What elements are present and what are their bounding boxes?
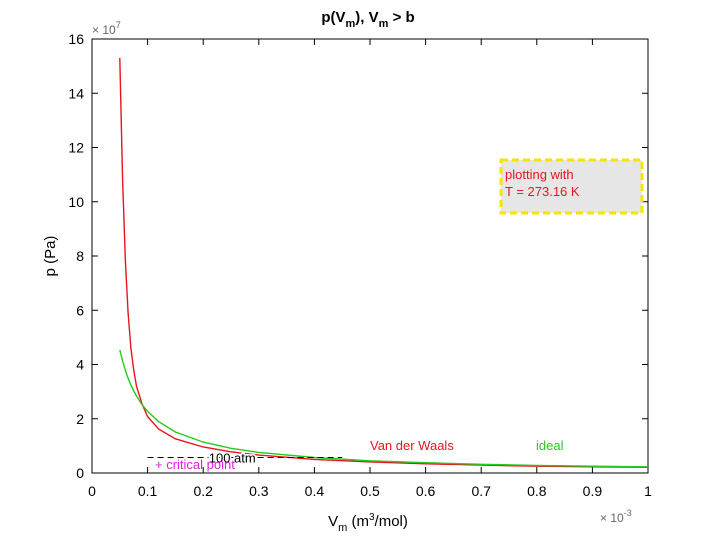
y-multiplier-base: × 10 <box>92 23 116 37</box>
xlabel-mid: (m <box>347 513 369 530</box>
y-tick-label: 6 <box>76 302 84 318</box>
title-sub1: m <box>346 18 356 30</box>
y-tick-label: 16 <box>68 31 84 47</box>
info-box-line-2: T = 273.16 K <box>505 184 580 199</box>
series-line-ideal <box>119 349 649 468</box>
series-line-van-der-waals <box>119 57 649 468</box>
x-multiplier-base: × 10 <box>600 511 624 525</box>
y-multiplier-exp: 7 <box>116 20 121 30</box>
x-tick-label: 0.2 <box>193 483 213 499</box>
x-tick-label: 0.5 <box>360 483 380 499</box>
x-multiplier: × 10-3 <box>600 508 632 525</box>
x-tick-label: 1 <box>644 483 652 499</box>
title-mid: ), V <box>355 9 378 26</box>
x-tick-label: 0.8 <box>527 483 547 499</box>
x-tick-label: 0.6 <box>416 483 436 499</box>
x-tick-label: 0.3 <box>249 483 269 499</box>
info-box-line-1: plotting with <box>505 167 574 182</box>
ideal-label: ideal <box>536 438 564 453</box>
x-tick-label: 0.4 <box>305 483 325 499</box>
y-tick-label: 14 <box>68 85 84 101</box>
xlabel-sub: m <box>338 522 347 534</box>
info-box <box>499 158 644 215</box>
y-tick-label: 12 <box>68 140 84 156</box>
xlabel-tail: /mol) <box>375 513 408 530</box>
y-axis-label: p (Pa) <box>42 236 59 277</box>
y-tick-label: 4 <box>76 357 84 373</box>
x-tick-label: 0.9 <box>583 483 603 499</box>
reference-line-label: 100 atm <box>209 451 256 466</box>
xlabel-base: V <box>328 513 338 530</box>
series-layer <box>119 57 649 468</box>
y-tick-label: 10 <box>68 194 84 210</box>
y-tick-label: 8 <box>76 248 84 264</box>
x-tick-label: 0 <box>88 483 96 499</box>
x-tick-label: 0.7 <box>471 483 491 499</box>
chart-title: p(Vm), Vm > b <box>321 9 414 30</box>
y-tick-label: 0 <box>76 465 84 481</box>
xlabel-sup: 3 <box>369 512 375 523</box>
title-base: p(V <box>321 9 345 26</box>
y-axis-ticks: 0 2 4 6 8 10 12 14 16 <box>68 31 648 481</box>
x-multiplier-exp: -3 <box>624 508 632 518</box>
x-tick-label: 0.1 <box>138 483 158 499</box>
title-tail: > b <box>388 9 414 26</box>
plot-frame <box>91 38 649 474</box>
y-multiplier: × 107 <box>92 20 121 37</box>
title-sub2: m <box>379 18 389 30</box>
critical-point-label: + critical point <box>155 457 235 472</box>
y-tick-label: 2 <box>76 411 84 427</box>
vdw-label: Van der Waals <box>370 438 454 453</box>
x-axis-label: Vm (m3/mol) <box>328 512 408 534</box>
x-axis-ticks: 0 0.1 0.2 0.3 0.4 0.5 0.6 0.7 0.8 0.9 1 <box>88 39 652 499</box>
